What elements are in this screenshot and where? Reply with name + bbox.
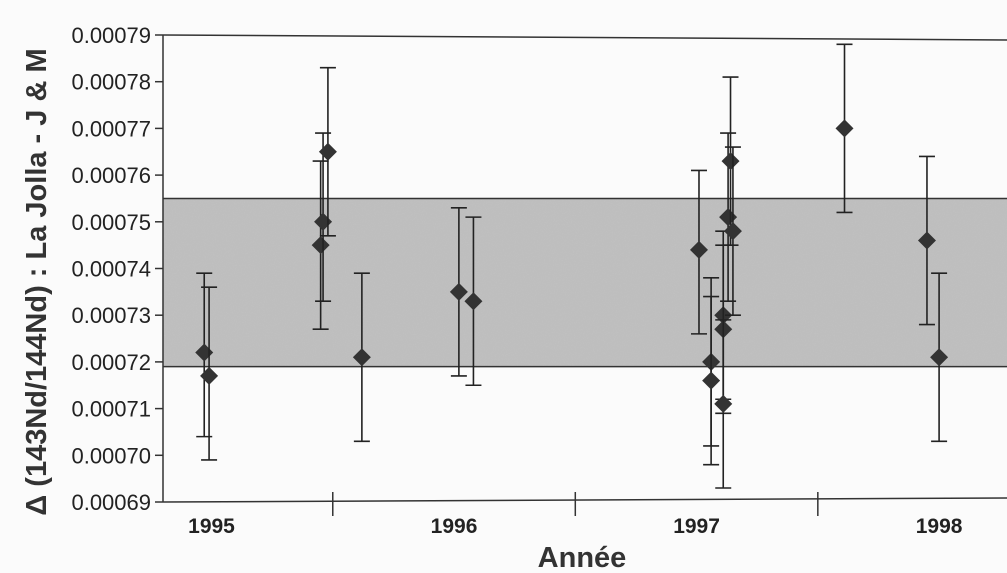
reference-band-layer [163,198,1007,366]
x-year-label: 1998 [916,515,963,538]
y-tick-label: 0.00077 [71,116,151,141]
y-tick-label: 0.00073 [71,303,151,328]
y-tick-label: 0.00076 [71,163,151,188]
diamond-marker [714,395,732,413]
x-axis-title: Année [538,542,627,573]
plot-top-border [163,35,1007,40]
x-year-label: 1996 [431,515,478,538]
y-axis-title: Δ (143Nd/144Nd) : La Jolla - J & M [21,48,53,515]
y-tick-label: 0.00078 [71,70,151,95]
reference-band [163,198,1007,366]
data-point [836,44,854,212]
x-year-label: 1997 [673,515,720,538]
diamond-marker [319,143,337,161]
diamond-marker [200,367,218,385]
diamond-marker [702,372,720,390]
diamond-marker [836,119,854,137]
y-ticks-layer: 0.00069 0.00070 0.00071 0.00072 0.00073 0.000… [71,23,163,515]
y-tick-label: 0.00071 [71,397,151,422]
y-tick-label: 0.00074 [71,257,151,282]
y-tick-label: 0.00072 [71,350,151,375]
diamond-marker [722,152,740,170]
y-tick-label: 0.00079 [71,23,151,48]
x-year-label: 1995 [188,515,235,538]
y-tick-label: 0.00075 [71,210,151,235]
y-tick-label: 0.00070 [71,443,151,468]
x-axis-line [163,498,1007,502]
y-tick-label: 0.00069 [71,490,151,515]
